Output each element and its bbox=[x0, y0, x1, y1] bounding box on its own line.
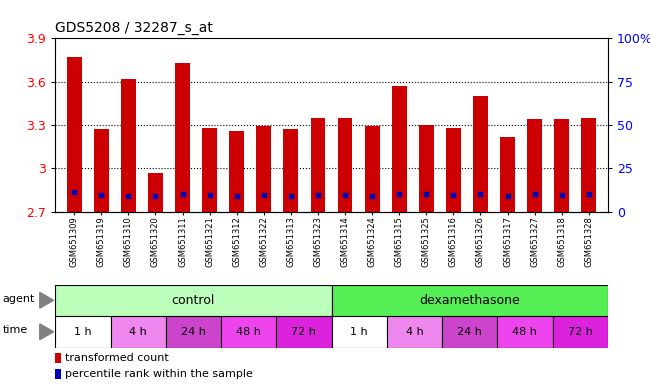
Text: GDS5208 / 32287_s_at: GDS5208 / 32287_s_at bbox=[55, 21, 213, 35]
Text: 48 h: 48 h bbox=[236, 327, 261, 337]
Bar bbox=[442, 316, 497, 348]
Bar bbox=[121, 79, 136, 212]
Text: 1 h: 1 h bbox=[74, 327, 92, 337]
Bar bbox=[419, 125, 434, 212]
Bar bbox=[473, 96, 488, 212]
Text: 4 h: 4 h bbox=[406, 327, 423, 337]
Polygon shape bbox=[40, 324, 53, 339]
Text: control: control bbox=[172, 294, 215, 307]
Bar bbox=[229, 131, 244, 212]
Text: time: time bbox=[3, 325, 28, 335]
Bar bbox=[332, 285, 608, 316]
Bar bbox=[581, 118, 596, 212]
Bar bbox=[387, 316, 442, 348]
Bar bbox=[256, 126, 271, 212]
Bar bbox=[332, 316, 387, 348]
Bar bbox=[337, 118, 352, 212]
Bar bbox=[166, 316, 221, 348]
Bar bbox=[500, 137, 515, 212]
Bar bbox=[497, 316, 552, 348]
Text: 4 h: 4 h bbox=[129, 327, 147, 337]
Bar bbox=[175, 63, 190, 212]
Bar bbox=[552, 316, 608, 348]
Bar bbox=[221, 316, 276, 348]
Bar bbox=[446, 128, 461, 212]
Text: 72 h: 72 h bbox=[567, 327, 593, 337]
Bar bbox=[67, 57, 82, 212]
Bar bbox=[55, 316, 111, 348]
Bar bbox=[365, 126, 380, 212]
Polygon shape bbox=[40, 293, 53, 308]
Bar bbox=[311, 118, 326, 212]
Bar bbox=[111, 316, 166, 348]
Bar bbox=[283, 129, 298, 212]
Text: dexamethasone: dexamethasone bbox=[419, 294, 520, 307]
Bar bbox=[554, 119, 569, 212]
Bar bbox=[94, 129, 109, 212]
Text: transformed count: transformed count bbox=[65, 353, 169, 362]
Text: 24 h: 24 h bbox=[457, 327, 482, 337]
Bar bbox=[202, 128, 217, 212]
Bar bbox=[55, 369, 61, 379]
Text: agent: agent bbox=[3, 294, 35, 304]
Text: 1 h: 1 h bbox=[350, 327, 368, 337]
Text: 72 h: 72 h bbox=[291, 327, 317, 337]
Bar bbox=[392, 86, 407, 212]
Bar bbox=[55, 285, 332, 316]
Bar bbox=[276, 316, 332, 348]
Text: 48 h: 48 h bbox=[512, 327, 538, 337]
Bar bbox=[148, 173, 163, 212]
Text: 24 h: 24 h bbox=[181, 327, 206, 337]
Bar bbox=[55, 353, 61, 363]
Bar bbox=[527, 119, 542, 212]
Text: percentile rank within the sample: percentile rank within the sample bbox=[65, 369, 253, 379]
